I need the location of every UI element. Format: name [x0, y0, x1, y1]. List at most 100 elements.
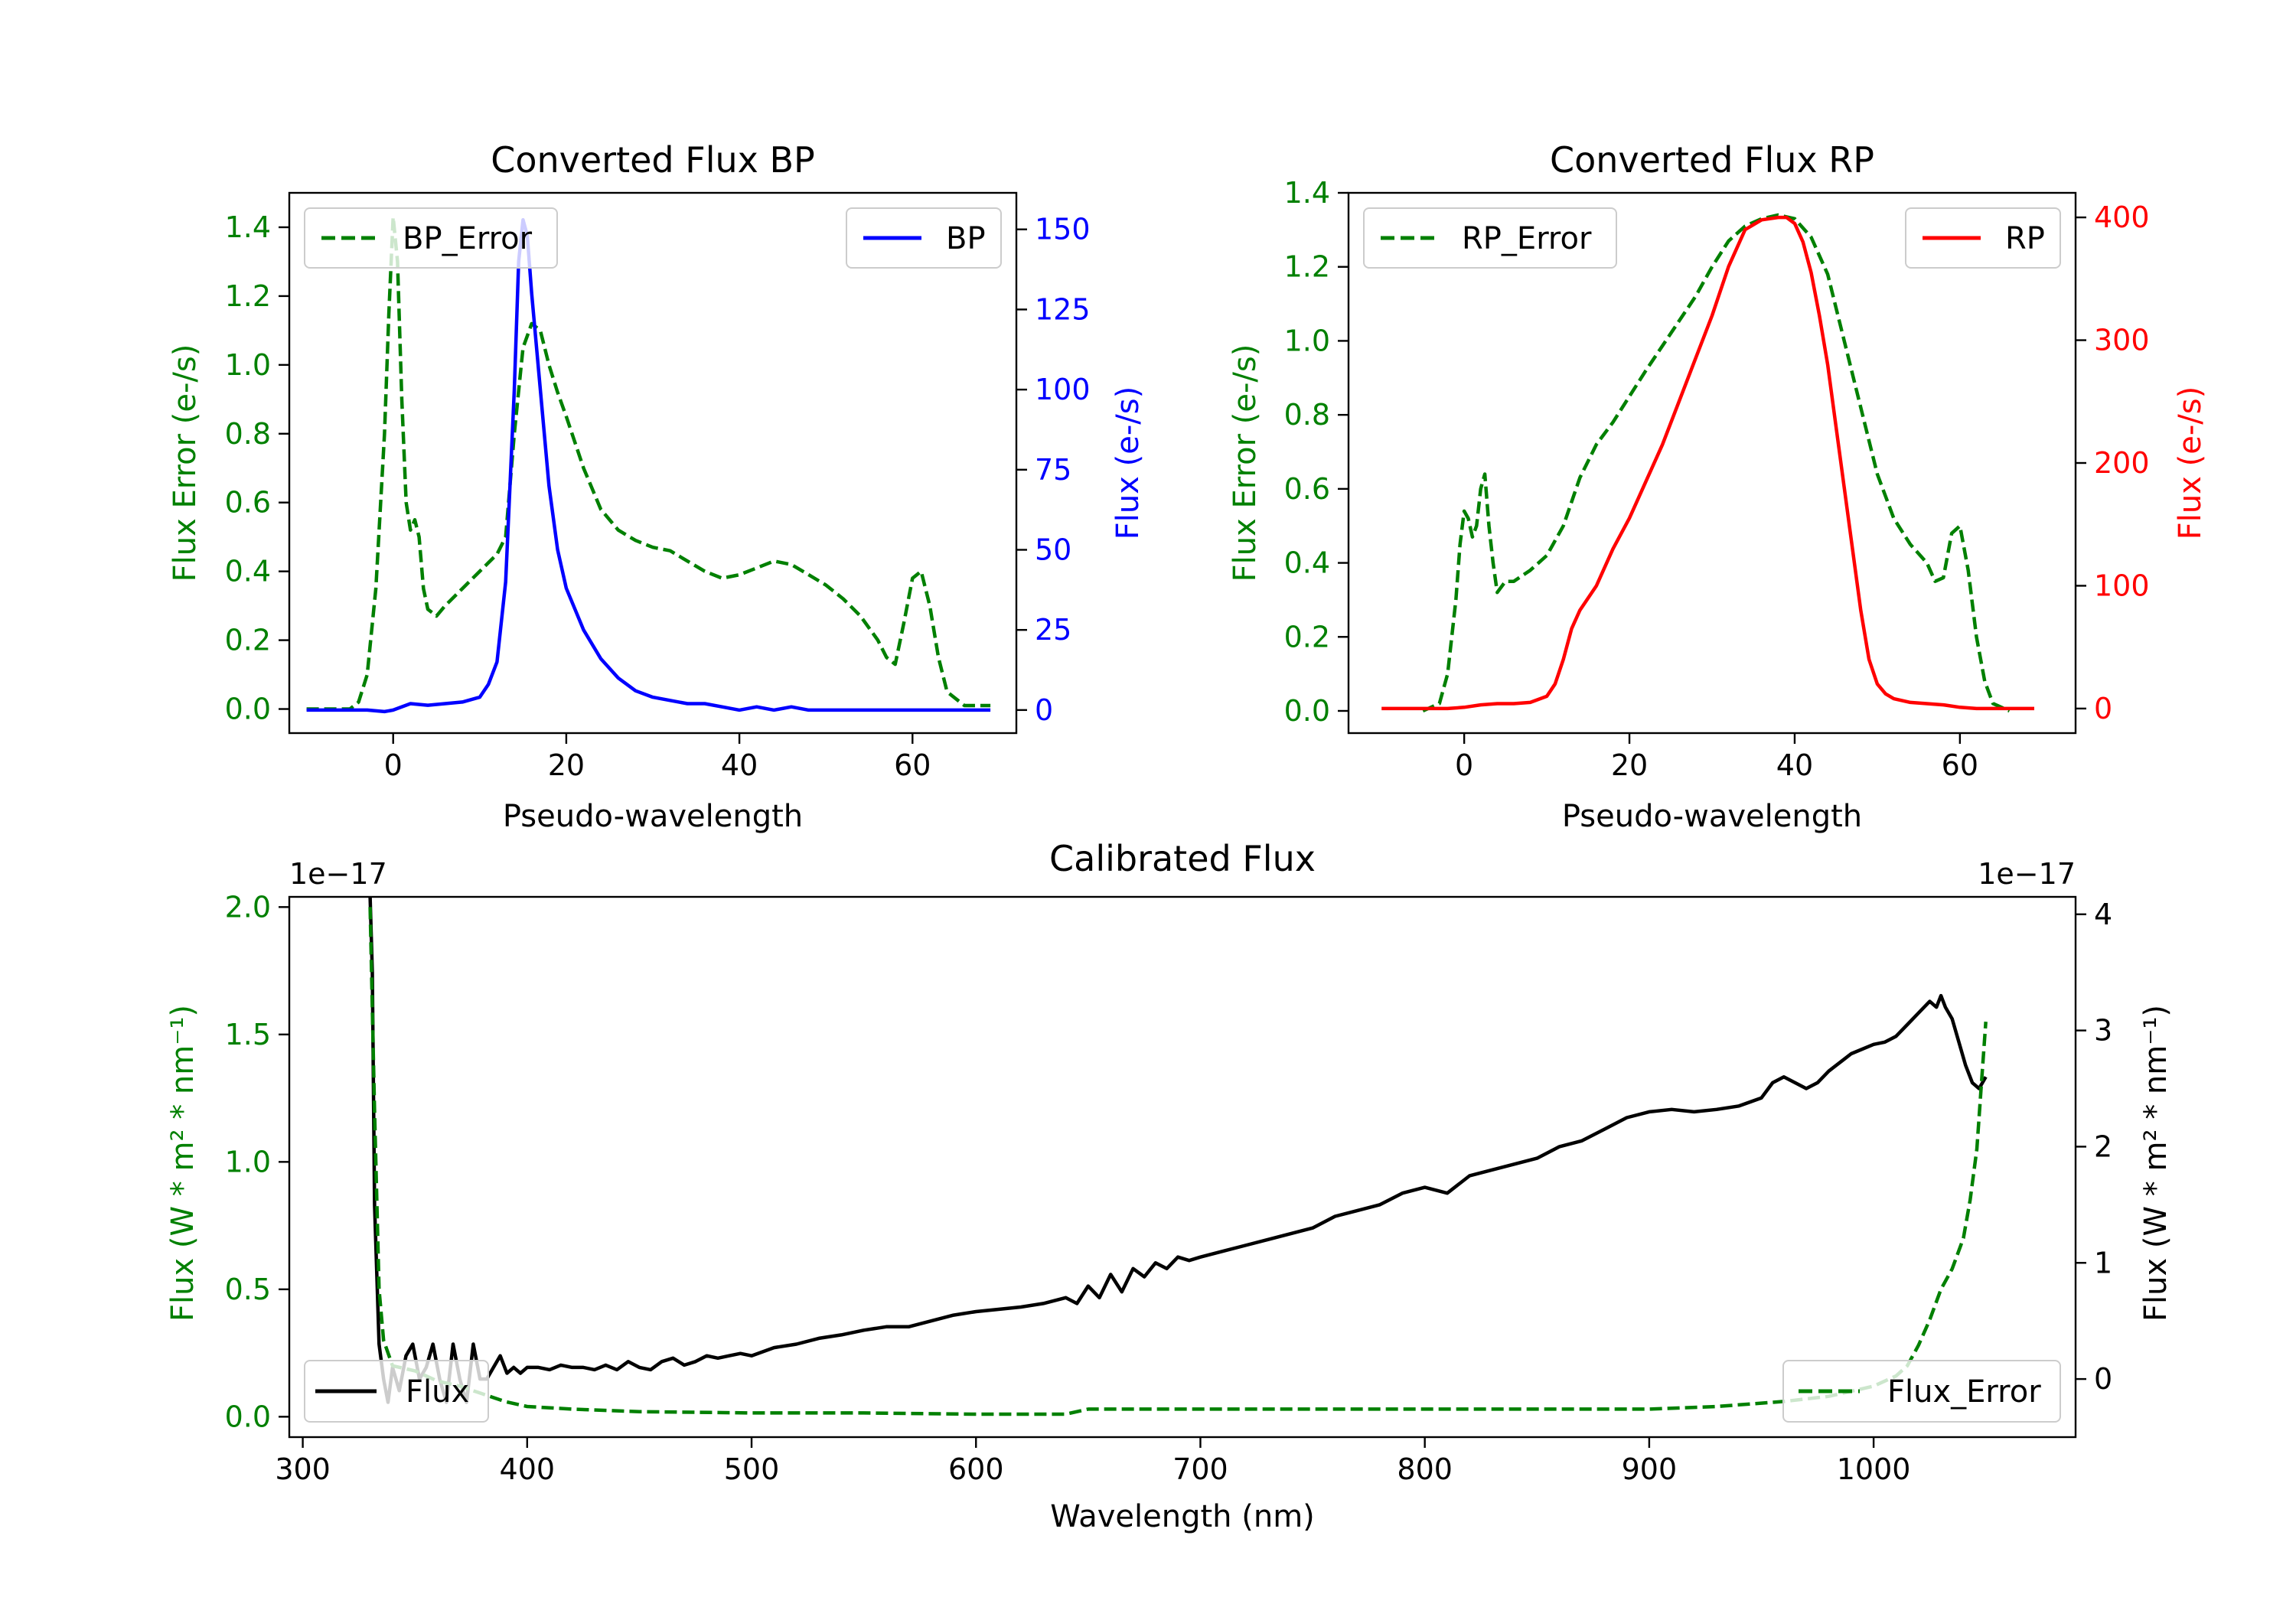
y-ticks-right: 0 25 50 75 100 125 150 — [1016, 213, 1091, 727]
x-tick-label: 1000 — [1837, 1452, 1911, 1486]
y-tick-label-right: 3 — [2094, 1014, 2112, 1048]
y-tick-label-left: 1.0 — [1284, 324, 1330, 357]
y-tick-label-left: 0.6 — [225, 486, 271, 520]
legend-right: RP — [1905, 207, 2061, 269]
legend-label: Flux_Error — [1887, 1374, 2041, 1410]
y-tick-label-left: 0.6 — [1284, 472, 1330, 506]
y-ticks-right: 0 100 200 300 400 — [2076, 200, 2150, 725]
y-tick-label-left: 0.2 — [225, 624, 271, 657]
legend-label: RP_Error — [1462, 221, 1592, 256]
x-tick-label: 60 — [1942, 748, 1978, 782]
chart-title: Converted Flux BP — [491, 139, 815, 181]
y-tick-label-left: 0.8 — [225, 417, 271, 451]
y-tick-label-right: 300 — [2094, 324, 2150, 357]
y-tick-label-left: 0.4 — [225, 555, 271, 588]
y-axis-label-left: Flux Error (e-/s) — [1228, 344, 1263, 582]
y-tick-label-left: 1.4 — [225, 210, 271, 244]
x-tick-label: 700 — [1172, 1452, 1228, 1486]
x-tick-label: 20 — [1611, 748, 1648, 782]
x-tick-label: 400 — [500, 1452, 556, 1486]
chart-calibrated-flux: Calibrated Flux Wavelength (nm) Flux (W … — [165, 838, 2174, 1534]
x-axis-label: Pseudo-wavelength — [1562, 799, 1862, 834]
y-tick-label-right: 100 — [2094, 569, 2150, 602]
y-tick-label-right: 100 — [1035, 373, 1091, 406]
y-tick-label-right: 150 — [1035, 213, 1091, 246]
y-tick-label-right: 75 — [1035, 453, 1071, 487]
x-axis-label: Wavelength (nm) — [1050, 1499, 1315, 1534]
axes-frame — [288, 191, 1018, 735]
legend-left: BP_Error — [304, 207, 558, 269]
y-tick-label-left: 1.0 — [225, 1145, 271, 1178]
x-tick-label: 60 — [894, 748, 931, 782]
series-line-rp-error — [1422, 213, 2011, 713]
y-tick-label-right: 200 — [2094, 446, 2150, 480]
series-line-rp — [1381, 215, 2034, 711]
y-axis-label-left: Flux (W * m² * nm⁻¹) — [165, 1005, 201, 1322]
y-tick-label-right: 0 — [2094, 1362, 2112, 1396]
y-tick-label-left: 0.0 — [225, 1400, 271, 1433]
y-tick-label-left: 0.8 — [1284, 398, 1330, 432]
y-tick-label-left: 0.0 — [225, 693, 271, 726]
legend-right: Flux_Error — [1782, 1360, 2061, 1423]
y-axis-label-left: Flux Error (e-/s) — [168, 344, 203, 582]
x-tick-label: 40 — [721, 748, 758, 782]
y-tick-label-right: 2 — [2094, 1129, 2112, 1163]
y-tick-label-left: 0.5 — [225, 1273, 271, 1306]
x-tick-label: 900 — [1622, 1452, 1678, 1486]
y-ticks-right: 0 1 2 3 4 — [2076, 898, 2112, 1396]
y-tick-label-right: 4 — [2094, 898, 2112, 931]
legend-left: RP_Error — [1363, 207, 1617, 269]
chart-converted-flux-rp: Converted Flux RP Pseudo-wavelength Flux… — [1228, 139, 2208, 834]
y-ticks-left: 0.0 0.2 0.4 0.6 0.8 1.0 1.2 1.4 — [1284, 176, 1349, 728]
y-tick-label-left: 2.0 — [225, 890, 271, 924]
legend-label: BP — [946, 221, 986, 256]
x-tick-label: 40 — [1776, 748, 1813, 782]
y-tick-label-left: 1.2 — [1284, 250, 1330, 284]
y-tick-label-right: 125 — [1035, 292, 1091, 326]
x-tick-label: 0 — [384, 748, 403, 782]
y-tick-label-left: 1.2 — [225, 279, 271, 313]
x-tick-label: 20 — [548, 748, 585, 782]
legend-left: Flux — [304, 1360, 489, 1423]
offset-text-right: 1e−17 — [1978, 857, 2076, 891]
y-tick-label-left: 0.0 — [1284, 694, 1330, 728]
x-ticks: 0 20 40 60 — [384, 733, 931, 782]
y-tick-label-right: 1 — [2094, 1246, 2112, 1279]
x-tick-label: 600 — [948, 1452, 1004, 1486]
axes-frame — [1347, 191, 2077, 735]
y-ticks-left: 0.0 0.5 1.0 1.5 2.0 — [225, 890, 289, 1433]
y-tick-label-left: 0.4 — [1284, 546, 1330, 580]
y-axis-label-right: Flux (e-/s) — [2173, 386, 2208, 539]
offset-text-left: 1e−17 — [289, 857, 387, 891]
chart-title: Converted Flux RP — [1550, 139, 1874, 181]
y-tick-label-right: 400 — [2094, 200, 2150, 234]
legend-label: Flux — [406, 1374, 469, 1410]
y-tick-label-left: 1.4 — [1284, 176, 1330, 210]
x-tick-label: 300 — [275, 1452, 331, 1486]
y-tick-label-left: 0.2 — [1284, 620, 1330, 654]
y-tick-label-left: 1.5 — [225, 1018, 271, 1051]
x-ticks: 300 400 500 600 700 800 900 1000 — [275, 1437, 1910, 1486]
series-line-bp-error — [306, 215, 991, 711]
x-tick-label: 0 — [1455, 748, 1473, 782]
x-axis-label: Pseudo-wavelength — [503, 799, 803, 834]
y-axis-label-right: Flux (W * m² * nm⁻¹) — [2138, 1005, 2174, 1322]
chart-title: Calibrated Flux — [1049, 838, 1316, 879]
y-tick-label-left: 1.0 — [225, 348, 271, 382]
y-axis-label-right: Flux (e-/s) — [1110, 386, 1146, 539]
y-tick-label-right: 0 — [1035, 693, 1053, 727]
y-tick-label-right: 50 — [1035, 533, 1071, 566]
plot-area — [1381, 213, 2034, 713]
y-ticks-left: 0.0 0.2 0.4 0.6 0.8 1.0 1.2 1.4 — [225, 210, 289, 726]
y-tick-label-right: 25 — [1035, 613, 1071, 647]
x-tick-label: 500 — [724, 1452, 780, 1486]
legend-label: RP — [2005, 221, 2045, 256]
legend-right: BP — [846, 207, 1002, 269]
x-ticks: 0 20 40 60 — [1455, 733, 1978, 782]
series-line-bp — [306, 217, 991, 714]
plot-area — [306, 215, 991, 714]
legend-label: BP_Error — [403, 221, 533, 256]
chart-converted-flux-bp: Converted Flux BP Pseudo-wavelength Flux… — [168, 139, 1146, 834]
y-tick-label-right: 0 — [2094, 692, 2112, 725]
